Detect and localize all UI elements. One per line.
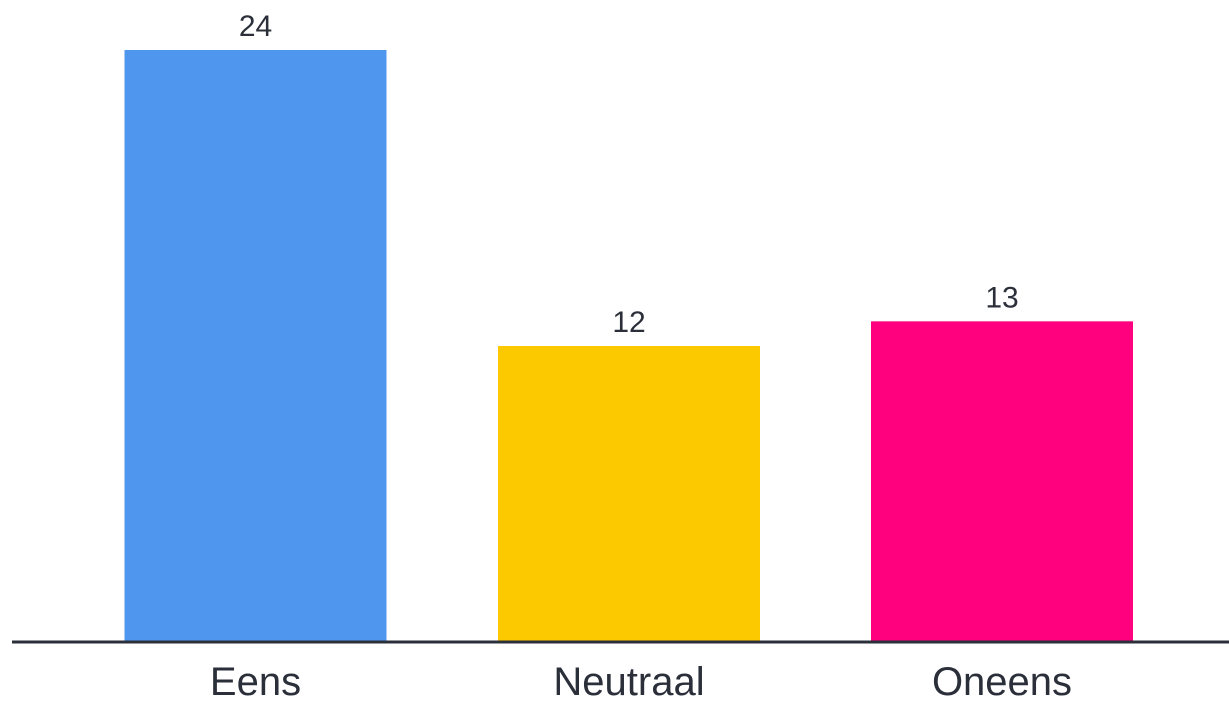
category-label-oneens: Oneens (932, 660, 1072, 701)
category-label-neutraal: Neutraal (553, 660, 704, 701)
value-label-eens: 24 (239, 10, 272, 43)
value-label-oneens: 13 (985, 281, 1018, 314)
bar-oneens (871, 321, 1133, 642)
bars-layer (124, 50, 1133, 642)
category-label-eens: Eens (210, 660, 301, 701)
bar-eens (124, 50, 387, 642)
bar-neutraal (498, 346, 760, 642)
value-label-neutraal: 12 (612, 306, 645, 339)
category-labels-layer: Eens Neutraal Oneens (210, 660, 1072, 701)
value-labels-layer: 24 12 13 (239, 10, 1019, 339)
